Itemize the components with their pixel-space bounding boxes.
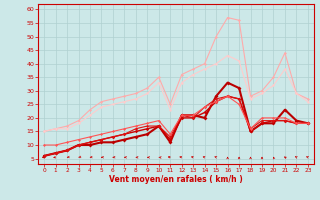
X-axis label: Vent moyen/en rafales ( km/h ): Vent moyen/en rafales ( km/h ) — [109, 175, 243, 184]
